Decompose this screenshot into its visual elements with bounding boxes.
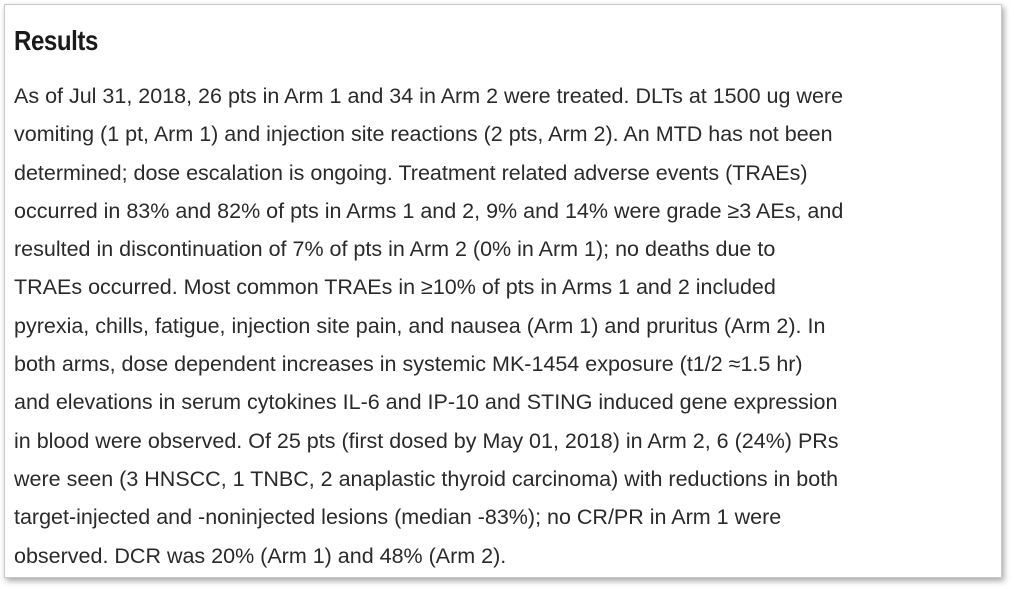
paragraph-line: resulted in discontinuation of 7% of pts… [14, 237, 776, 262]
paragraph-line: pyrexia, chills, fatigue, injection site… [14, 313, 826, 338]
paragraph-line: As of Jul 31, 2018, 26 pts in Arm 1 and … [14, 84, 844, 108]
paragraph-line: and elevations in serum cytokines IL-6 a… [14, 390, 838, 415]
results-paragraph: As of Jul 31, 2018, 26 pts in Arm 1 and … [14, 77, 843, 575]
paragraph-line: occurred in 83% and 82% of pts in Arms 1… [14, 198, 844, 223]
section-title: Results [14, 25, 98, 56]
paragraph-line: were seen (3 HNSCC, 1 TNBC, 2 anaplastic… [14, 466, 839, 491]
paragraph-line: target-injected and -noninjected lesions… [14, 505, 782, 530]
paragraph-line: observed. DCR was 20% (Arm 1) and 48% (A… [14, 543, 507, 568]
paragraph-line: determined; dose escalation is ongoing. … [14, 160, 808, 185]
paragraph-line: both arms, dose dependent increases in s… [14, 352, 803, 377]
paragraph-line: vomiting (1 pt, Arm 1) and injection sit… [14, 122, 833, 147]
paragraph-line: TRAEs occurred. Most common TRAEs in ≥10… [14, 275, 776, 300]
paragraph-line: in blood were observed. Of 25 pts (first… [14, 428, 839, 453]
results-card: Results As of Jul 31, 2018, 26 pts in Ar… [4, 4, 1002, 578]
